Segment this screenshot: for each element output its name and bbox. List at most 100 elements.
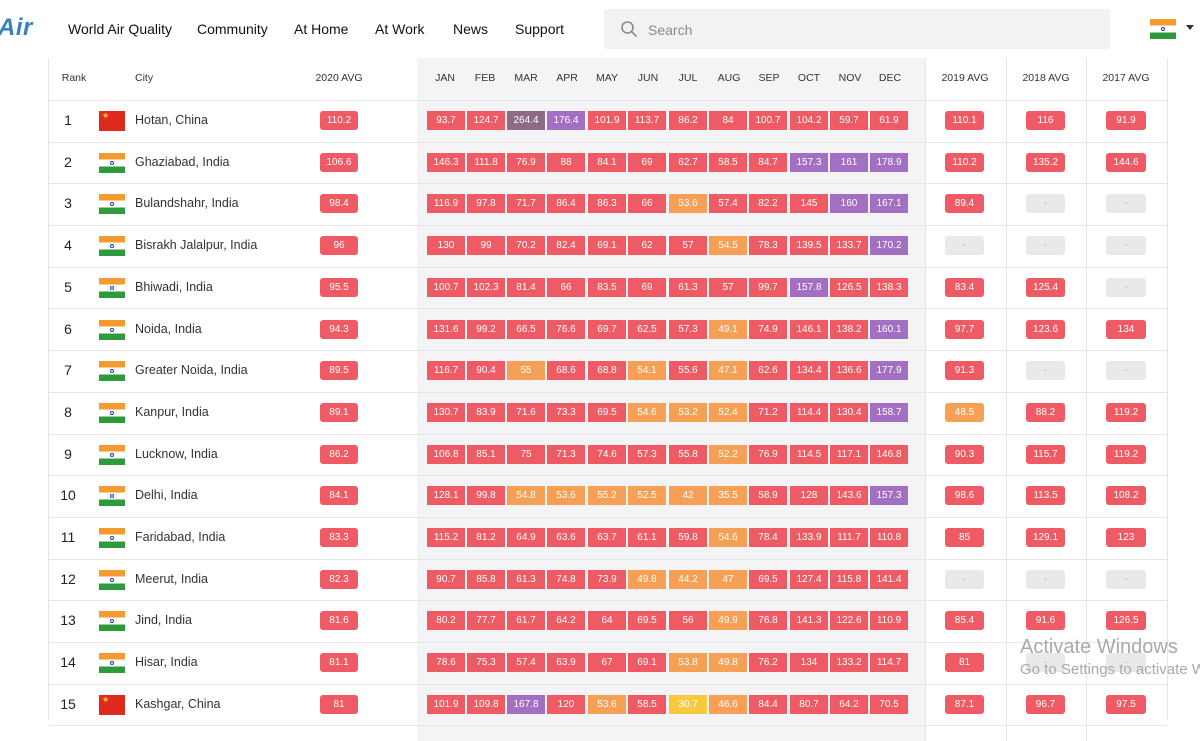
chevron-down-icon [1186,25,1194,30]
city-link[interactable]: Jind, India [135,613,192,628]
header-mar[interactable]: MAR [514,72,538,84]
nav-at-work[interactable]: At Work [375,21,425,37]
avg-2020-value: 89.5 [320,361,358,381]
header-2020-avg[interactable]: 2020 AVG [315,72,363,84]
nav-community[interactable]: Community [197,21,268,37]
table-row[interactable]: 12 Meerut, India 82.3 90.7 85.8 61.3 74.8 73.9 4… [49,559,1167,602]
city-link[interactable]: Meerut, India [135,571,208,586]
country-selector[interactable] [1150,19,1196,39]
nav-at-home[interactable]: At Home [294,21,349,37]
india-flag-icon [99,402,125,423]
month-value: 128.1 [427,486,465,506]
header-apr[interactable]: APR [556,72,578,84]
header-jun[interactable]: JUN [637,72,659,84]
city-link[interactable]: Lucknow, India [135,446,218,461]
table-row[interactable]: 2 Ghaziabad, India 106.6 146.3 111.8 76.9 88 84… [49,142,1167,185]
city-link[interactable]: Kashgar, China [135,696,221,711]
table-row[interactable]: 13 Jind, India 81.6 80.2 77.7 61.7 64.2 64 69.5 5… [49,600,1167,644]
table-row[interactable]: 5 Bhiwadi, India 95.5 100.7 102.3 81.4 66 83.5 6… [49,267,1167,310]
india-flag-icon [99,236,125,257]
table-row[interactable]: 6 Noida, India 94.3 131.6 99.2 66.5 76.6 69.7 62… [49,309,1167,352]
avg-2019-value: 97.7 [945,319,984,339]
month-value: 136.6 [830,361,868,381]
city-link[interactable]: Delhi, India [135,488,198,503]
table-row[interactable]: 10 Delhi, India 84.1 128.1 99.8 54.8 53.6 55.2 5… [49,475,1167,518]
nav-world-air-quality[interactable]: World Air Quality [68,21,172,37]
month-value: 113.7 [628,111,666,130]
month-value: 85.1 [467,444,505,464]
avg-2019-value: 98.6 [945,486,984,506]
month-value: 101.9 [588,111,626,130]
header-nov[interactable]: NOV [838,72,862,84]
month-value: 85.8 [467,569,505,589]
search-box[interactable] [604,9,1110,51]
china-flag-icon [99,694,125,715]
header-jul[interactable]: JUL [678,72,698,84]
header-city[interactable]: City [135,72,154,84]
month-value: 78.4 [749,528,787,547]
table-row[interactable]: 11 Faridabad, India 83.3 115.2 81.2 64.9 63.6 6… [49,517,1167,560]
table-row[interactable]: 3 Bulandshahr, India 98.4 116.9 97.8 71.7 86.4… [49,183,1167,227]
month-value: 55.2 [588,486,626,506]
search-input[interactable] [646,9,1090,51]
month-value: 177.9 [870,361,908,381]
table-row[interactable]: 14 Hisar, India 81.1 78.6 75.3 57.4 63.9 67 69.1… [49,642,1167,685]
header-2019-avg[interactable]: 2019 AVG [941,72,989,84]
header-rank[interactable]: Rank [61,72,87,84]
nav-support[interactable]: Support [515,21,565,37]
table-row[interactable]: 9 Lucknow, India 86.2 106.8 85.1 75 71.3 74.6 57… [49,434,1167,477]
month-value: 61.3 [669,277,707,297]
india-flag-icon [99,277,125,298]
header-2018-avg[interactable]: 2018 AVG [1022,72,1070,84]
city-link[interactable]: Faridabad, India [135,530,226,544]
header-may[interactable]: MAY [596,72,618,84]
month-value: 53.6 [588,694,626,714]
city-link[interactable]: Ghaziabad, India [135,154,230,169]
avg-2017-value: - [1106,277,1146,297]
month-value: 63.9 [547,653,585,673]
table-row[interactable]: 7 Greater Noida, India 89.5 116.7 90.4 55 68.6… [49,350,1167,393]
month-value: 143.6 [830,486,868,506]
city-link[interactable]: Hotan, China [135,113,208,127]
site-logo[interactable]: Air [0,14,33,41]
rank-cell: 13 [60,612,76,629]
india-flag-icon [99,319,125,340]
city-link[interactable]: Bulandshahr, India [135,196,239,211]
month-value: 47 [709,569,747,589]
avg-2018-value: 88.2 [1026,402,1065,422]
month-value: 57.4 [709,194,747,214]
avg-2019-value: 87.1 [945,694,984,714]
month-value: 62.6 [749,361,787,381]
city-link[interactable]: Hisar, India [135,655,198,670]
table-row[interactable]: 1 Hotan, China 110.2 93.7124.7264.4176.4101… [49,100,1167,143]
header-feb[interactable]: FEB [474,72,496,84]
header-dec[interactable]: DEC [878,72,902,84]
month-value: 122.6 [830,611,868,631]
table-row[interactable]: 8 Kanpur, India 89.1 130.7 83.9 71.6 73.3 69.5 5… [49,392,1167,435]
header-2017-avg[interactable]: 2017 AVG [1102,72,1150,84]
avg-2019-value: 83.4 [945,277,984,297]
avg-2020-value: 86.2 [320,444,358,464]
month-value: 55.6 [669,361,707,381]
header-jan[interactable]: JAN [435,72,455,84]
table-row[interactable]: 4 Bisrakh Jalalpur, India 96 130 99 70.2 82.4 6… [49,225,1167,268]
header-oct[interactable]: OCT [797,72,821,84]
city-link[interactable]: Greater Noida, India [135,363,248,378]
month-value: 54.6 [709,528,747,547]
header-aug[interactable]: AUG [717,72,741,84]
month-value: 101.9 [427,694,465,714]
table-row[interactable]: 15 Kashgar, China 81 101.9109.8167.812053.6… [49,684,1167,727]
city-link[interactable]: Bhiwadi, India [135,279,213,294]
month-value: 120 [547,694,585,714]
month-value: 35.5 [709,486,747,506]
month-value: 130.4 [830,402,868,422]
city-link[interactable]: Noida, India [135,321,202,336]
header-sep[interactable]: SEP [758,72,780,84]
month-value: 69 [628,152,666,172]
city-link[interactable]: Kanpur, India [135,404,209,419]
city-link[interactable]: Bisrakh Jalalpur, India [135,238,258,253]
watermark-title: Activate Windows [1020,636,1178,658]
nav-news[interactable]: News [453,21,489,37]
month-value: 71.7 [507,194,545,214]
search-icon [621,21,637,37]
